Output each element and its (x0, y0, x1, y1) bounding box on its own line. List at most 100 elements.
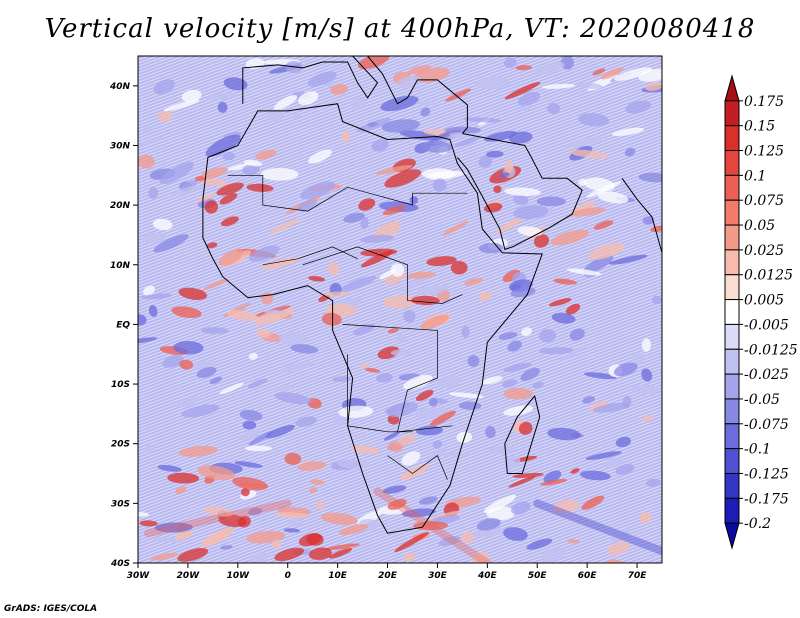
field-blob (570, 207, 606, 217)
field-blob (148, 187, 159, 199)
field-blob (203, 506, 233, 517)
field-blob (463, 117, 503, 123)
field-blob (171, 306, 202, 318)
field-blob (295, 416, 317, 427)
field-blob (461, 531, 475, 544)
lon-tick-label: 50E (528, 571, 548, 581)
field-blob (387, 498, 407, 510)
field-blob (138, 136, 163, 147)
field-blob (547, 103, 561, 115)
field-blob (315, 500, 325, 510)
field-blob (407, 65, 431, 75)
field-blob (338, 405, 374, 418)
field-blob (607, 541, 630, 555)
field-blob (565, 136, 605, 148)
colorbar-swatch (724, 398, 740, 425)
colorbar-label: 0.05 (744, 218, 775, 234)
field-blob (585, 451, 622, 460)
field-blob (557, 344, 588, 363)
field-blob (178, 287, 208, 300)
field-blob (511, 501, 531, 515)
lon-tick-label: 20E (378, 571, 398, 581)
country-border (227, 174, 468, 212)
field-blob (205, 134, 241, 157)
field-blob (248, 378, 268, 389)
colorbar-label: -0.025 (744, 367, 789, 383)
colorbar-swatch (724, 323, 740, 350)
field-blob (206, 242, 218, 249)
field-blob (234, 461, 263, 468)
field-blob (200, 178, 229, 187)
field-blob (437, 374, 461, 389)
field-blob (467, 355, 480, 367)
colorbar-swatch (724, 348, 740, 375)
lat-tick-label: 10S (111, 380, 130, 390)
field-blob (444, 126, 482, 134)
field-blob (615, 436, 631, 448)
field-blob (503, 387, 533, 400)
field-blob (308, 547, 332, 560)
field-blob (567, 539, 580, 544)
lon-tick-label: 10E (328, 571, 348, 581)
field-blob (547, 427, 581, 441)
field-blob (379, 268, 397, 280)
field-blob (218, 248, 244, 266)
field-blob (157, 110, 173, 123)
field-blob (216, 182, 244, 196)
lat-tick-label: 40S (110, 559, 130, 569)
field-blob (600, 67, 624, 80)
field-blob (483, 494, 517, 514)
field-blob (242, 163, 260, 176)
field-blob (418, 496, 438, 505)
field-blob (533, 234, 550, 248)
field-blob (307, 71, 337, 87)
field-blob (631, 384, 660, 395)
field-blob (382, 485, 407, 494)
field-blob (521, 327, 533, 336)
colorbar-swatch (724, 100, 740, 127)
lon-axis: 30W 20W 10W 0 10E 20E 30E 40E 50E 60E 70E (127, 563, 647, 581)
field-blob (360, 248, 398, 257)
field-blob (320, 512, 358, 526)
lon-tick-label: 60E (578, 571, 598, 581)
field-blob (403, 552, 416, 562)
field-blob (520, 367, 540, 381)
field-blob (641, 368, 653, 382)
field-blob (502, 269, 521, 283)
lon-tick-label: 0 (285, 571, 291, 581)
field-blob (566, 268, 602, 276)
field-blob (194, 176, 206, 182)
field-blob (153, 79, 175, 95)
field-blob (551, 312, 576, 324)
field-blob (641, 414, 654, 422)
field-blob (309, 487, 318, 494)
field-blob (638, 172, 662, 183)
colorbar-label: -0.005 (744, 317, 789, 333)
country-border (342, 324, 453, 433)
field-blob (267, 110, 284, 123)
field-blob (508, 475, 536, 488)
field-blob (298, 91, 319, 106)
field-blob (504, 187, 541, 196)
field-blob (592, 68, 606, 76)
field-blob (138, 154, 155, 169)
field-blob (177, 548, 209, 562)
lat-tick-label: 30S (111, 499, 130, 509)
field-blob (306, 533, 324, 546)
lat-tick-label: 10N (110, 261, 131, 271)
field-blob (219, 193, 238, 205)
field-blob (429, 410, 456, 427)
field-blob (486, 150, 504, 158)
colorbar-arrow-top (724, 74, 740, 102)
field-blob (503, 527, 528, 541)
field-blob (239, 429, 260, 441)
field-blob (255, 149, 277, 160)
field-blob (244, 445, 273, 452)
field-blob (199, 167, 228, 180)
field-blob (268, 218, 300, 234)
field-blob (300, 181, 336, 200)
lat-axis: 40N 30N 20N 10N EQ 10S 20S 30S 40S (109, 82, 138, 569)
field-blob (153, 234, 189, 253)
field-blob (274, 547, 305, 562)
